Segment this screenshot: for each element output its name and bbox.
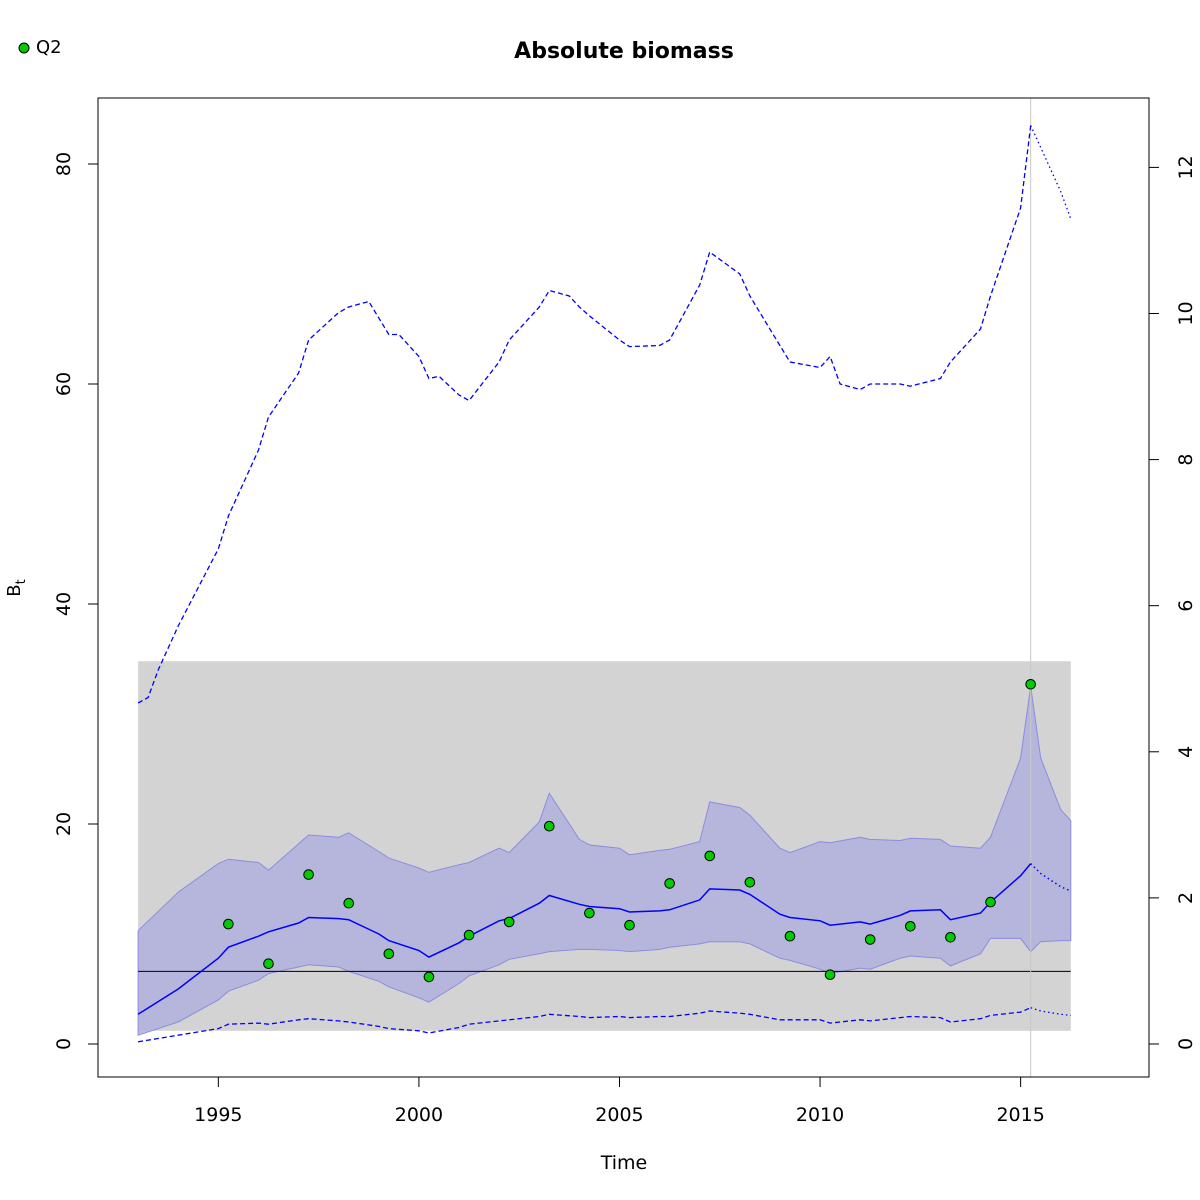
observation-point-q2 [383, 948, 395, 960]
y-right-tick-label: 0 [1175, 1038, 1197, 1050]
observation-point-q2 [423, 971, 435, 983]
plot-frame [97, 97, 1150, 1078]
lower-dotted-forecast [1030, 1007, 1071, 1017]
y-axis-label-main: B [4, 584, 25, 596]
x-axis-label: Time [600, 1152, 648, 1174]
observation-point-q2 [263, 958, 274, 970]
y-tick-label: 80 [53, 152, 75, 176]
y-axis-label-group: Bt [4, 579, 29, 596]
upper-dotted-forecast [1030, 125, 1072, 220]
y-axis-label-subscript: t [14, 579, 29, 584]
y-tick-label: 40 [53, 592, 75, 616]
observation-point-q2 [343, 897, 355, 909]
observation-point-q2 [664, 878, 675, 889]
legend-marker-q2 [18, 42, 30, 54]
y-axis-label: Bt [4, 579, 29, 596]
observation-point-q2 [784, 930, 796, 942]
plot-area [137, 98, 1072, 1077]
axes: 1995 2000 2005 2010 2015 0 20 40 60 80 0 2 4 6 8 10 12 [53, 152, 1197, 1126]
observation-point-q2 [584, 907, 595, 919]
observation-point-q2 [1025, 679, 1036, 690]
observation-point-q2 [503, 916, 515, 928]
legend-label-q2: Q2 [36, 37, 62, 58]
observation-point-q2 [824, 969, 836, 981]
y-right-tick-label: 4 [1175, 746, 1197, 758]
y-right-tick-label: 2 [1175, 892, 1197, 904]
x-tick-label: 2000 [395, 1104, 443, 1126]
lower-dashed-line [137, 1007, 1031, 1043]
y-tick-label: 0 [53, 1038, 75, 1050]
y-right-tick-label: 8 [1175, 454, 1197, 466]
confidence-band [137, 686, 1072, 1036]
chart-title: Absolute biomass [514, 39, 734, 64]
x-tick-label: 2005 [595, 1104, 643, 1126]
observation-point-q2 [624, 919, 635, 931]
upper-dashed-line [137, 125, 1032, 704]
observation-point-q2 [303, 869, 314, 880]
observation-point-q2 [744, 877, 756, 888]
observation-point-q2 [905, 921, 916, 932]
legend: Q2 [18, 37, 62, 58]
biomass-estimate-line [137, 863, 1032, 1015]
observation-point-q2 [864, 934, 876, 945]
x-tick-label: 2010 [796, 1104, 844, 1126]
x-tick-label: 1995 [194, 1104, 242, 1126]
observation-point-q2 [463, 929, 475, 941]
observation-point-q2 [985, 896, 996, 908]
y-right-tick-label: 12 [1175, 155, 1197, 179]
observation-point-q2 [223, 918, 234, 930]
observation-point-q2 [543, 820, 555, 832]
y-right-tick-label: 6 [1175, 600, 1197, 612]
y-right-tick-label: 10 [1175, 301, 1197, 325]
y-tick-label: 60 [53, 372, 75, 396]
x-tick-label: 2015 [996, 1104, 1044, 1126]
y-tick-label: 20 [53, 812, 75, 836]
observation-point-q2 [945, 932, 956, 943]
observation-point-q2 [704, 850, 716, 862]
